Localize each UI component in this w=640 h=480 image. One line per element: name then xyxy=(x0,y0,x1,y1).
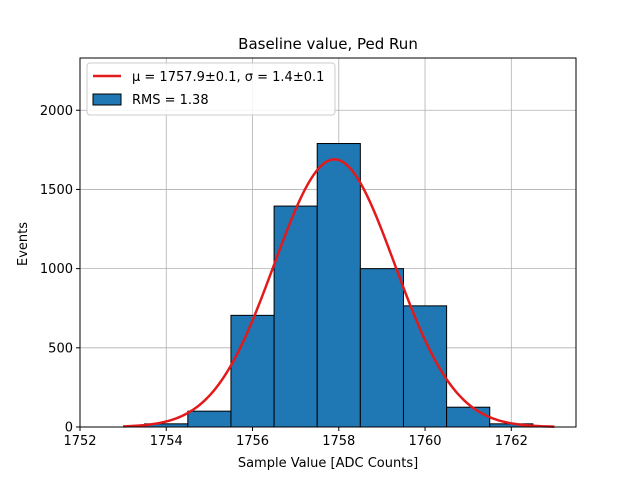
histogram-bar xyxy=(187,410,232,428)
y-tick-label: 1500 xyxy=(40,183,73,198)
fit-curve xyxy=(123,158,555,428)
legend-histogram-label: RMS = 1.38 xyxy=(132,93,209,108)
histogram-bar xyxy=(402,305,448,428)
y-tick-label: 1000 xyxy=(40,262,73,277)
y-tick-label: 500 xyxy=(48,341,73,356)
x-tick-label: 1754 xyxy=(150,434,183,449)
y-tick-label: 0 xyxy=(65,421,73,436)
chart-title: Baseline value, Ped Run xyxy=(238,35,418,53)
gaussian-fit xyxy=(123,158,555,428)
plot-frame xyxy=(79,57,577,428)
histogram-bar xyxy=(273,205,318,428)
legend-fit-label: μ = 1757.9±0.1, σ = 1.4±0.1 xyxy=(132,70,324,85)
x-axis-label: Sample Value [ADC Counts] xyxy=(238,456,418,471)
histogram-bar xyxy=(230,314,275,428)
x-axis-ticks: 1752 1754 1756 1758 1760 1762 xyxy=(63,427,528,449)
legend: μ = 1757.9±0.1, σ = 1.4±0.1 RMS = 1.38 xyxy=(86,62,336,116)
x-tick-label: 1752 xyxy=(63,434,96,449)
legend-histogram-swatch xyxy=(92,93,122,106)
histogram-bar xyxy=(316,143,361,428)
histogram-bar xyxy=(359,268,404,428)
histogram-bar xyxy=(446,406,491,428)
x-tick-label: 1760 xyxy=(408,434,441,449)
x-tick-label: 1758 xyxy=(322,434,355,449)
x-tick-label: 1762 xyxy=(495,434,528,449)
y-axis-label: Events xyxy=(16,222,31,266)
legend-frame xyxy=(86,62,336,116)
x-tick-label: 1756 xyxy=(236,434,269,449)
y-axis-ticks: 0 500 1000 1500 2000 xyxy=(40,104,80,436)
y-tick-label: 2000 xyxy=(40,104,73,119)
